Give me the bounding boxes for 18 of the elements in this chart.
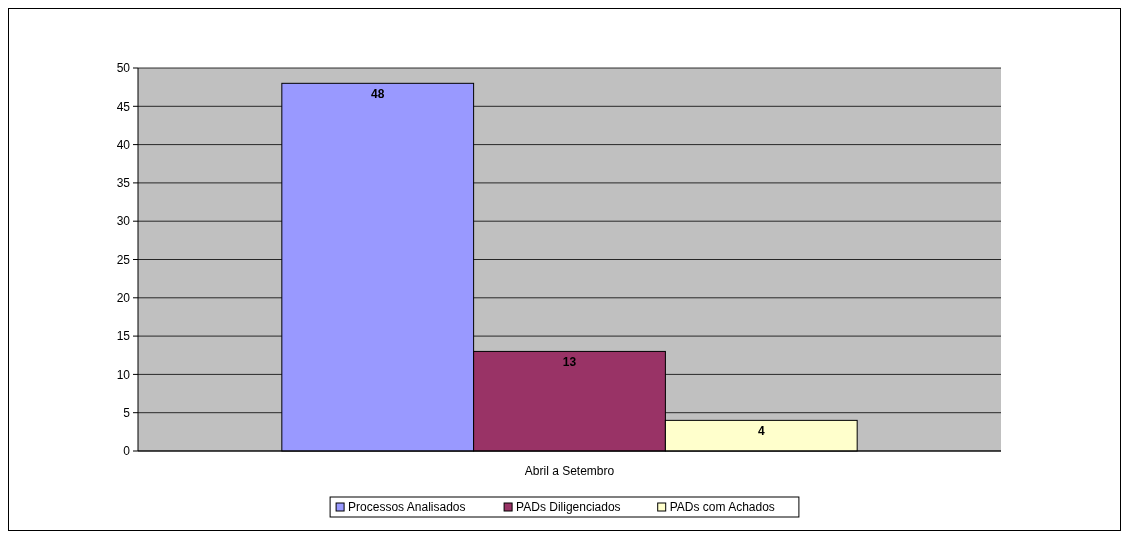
data-label: 13 — [562, 355, 577, 370]
y-tick-label: 40 — [116, 137, 131, 152]
y-tick-label: 50 — [116, 61, 131, 76]
data-label: 48 — [371, 87, 385, 102]
legend-label: PADs com Achados — [669, 500, 775, 515]
data-label: 4 — [757, 424, 765, 439]
y-tick-label: 10 — [116, 367, 131, 382]
y-tick-label: 5 — [123, 405, 131, 420]
y-tick-label: 45 — [116, 99, 131, 114]
x-tick-label: Abril a Setembro — [524, 464, 615, 478]
y-tick-label: 25 — [116, 252, 131, 267]
legend-label: PADs Diligenciados — [516, 500, 621, 515]
legend-label: Processos Analisados — [348, 500, 466, 515]
y-tick-label: 30 — [116, 214, 131, 229]
y-tick-label: 15 — [116, 329, 131, 344]
y-tick-label: 35 — [116, 176, 131, 191]
y-tick-label: 20 — [116, 291, 131, 305]
y-tick-label: 0 — [123, 444, 131, 459]
